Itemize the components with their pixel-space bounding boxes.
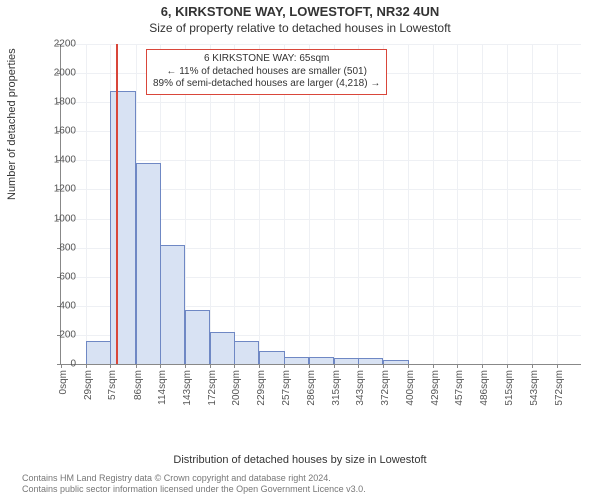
x-tick: [507, 364, 508, 368]
histogram-bar: [358, 358, 383, 364]
y-tick-label: 800: [40, 242, 76, 253]
histogram-bar: [210, 332, 235, 364]
x-tick-label: 372sqm: [380, 370, 391, 410]
x-tick: [136, 364, 137, 368]
x-tick-label: 172sqm: [207, 370, 218, 410]
y-tick-label: 0: [40, 359, 76, 370]
annotation-box: 6 KIRKSTONE WAY: 65sqm ← 11% of detached…: [146, 49, 387, 95]
x-tick-label: 86sqm: [133, 370, 144, 410]
y-tick-label: 1200: [40, 184, 76, 195]
x-tick: [210, 364, 211, 368]
y-tick-label: 400: [40, 300, 76, 311]
gridline-vertical: [532, 44, 533, 364]
x-tick-label: 143sqm: [182, 370, 193, 410]
x-tick: [433, 364, 434, 368]
x-tick-label: 200sqm: [231, 370, 242, 410]
marker-line: [116, 44, 118, 364]
gridline-vertical: [457, 44, 458, 364]
x-tick: [457, 364, 458, 368]
gridline-vertical: [507, 44, 508, 364]
x-tick: [86, 364, 87, 368]
x-tick: [284, 364, 285, 368]
x-tick-label: 229sqm: [256, 370, 267, 410]
gridline-vertical: [86, 44, 87, 364]
x-tick-label: 543sqm: [529, 370, 540, 410]
x-tick: [309, 364, 310, 368]
gridline-vertical: [433, 44, 434, 364]
x-tick-label: 57sqm: [107, 370, 118, 410]
x-tick-label: 29sqm: [83, 370, 94, 410]
x-tick-label: 343sqm: [355, 370, 366, 410]
y-tick-label: 1600: [40, 126, 76, 137]
x-tick-label: 114sqm: [157, 370, 168, 410]
histogram-bar: [234, 341, 259, 364]
x-axis-label: Distribution of detached houses by size …: [0, 454, 600, 466]
chart-area: 6 KIRKSTONE WAY: 65sqm ← 11% of detached…: [60, 44, 580, 384]
x-tick: [482, 364, 483, 368]
x-tick: [334, 364, 335, 368]
y-axis-label: Number of detached properties: [6, 48, 18, 200]
x-tick-label: 286sqm: [306, 370, 317, 410]
x-tick-label: 315sqm: [331, 370, 342, 410]
y-tick-label: 1000: [40, 213, 76, 224]
histogram-bar: [136, 163, 161, 364]
histogram-bar: [185, 310, 210, 364]
histogram-bar: [309, 357, 334, 364]
x-tick: [383, 364, 384, 368]
gridline-vertical: [482, 44, 483, 364]
x-tick-label: 457sqm: [454, 370, 465, 410]
histogram-bar: [160, 245, 185, 364]
footer-line-2: Contains public sector information licen…: [22, 484, 366, 496]
plot-region: 6 KIRKSTONE WAY: 65sqm ← 11% of detached…: [60, 44, 581, 365]
x-tick-label: 0sqm: [58, 370, 69, 410]
histogram-bar: [284, 357, 309, 364]
y-tick-label: 200: [40, 329, 76, 340]
histogram-bar: [86, 341, 111, 364]
x-tick-label: 486sqm: [479, 370, 490, 410]
x-tick: [532, 364, 533, 368]
x-tick: [557, 364, 558, 368]
x-tick: [358, 364, 359, 368]
gridline-horizontal: [61, 44, 581, 45]
y-tick-label: 600: [40, 271, 76, 282]
histogram-bar: [259, 351, 284, 364]
y-tick-label: 1800: [40, 97, 76, 108]
x-tick-label: 572sqm: [554, 370, 565, 410]
footer-line-1: Contains HM Land Registry data © Crown c…: [22, 473, 366, 485]
y-tick-label: 1400: [40, 155, 76, 166]
x-tick-label: 400sqm: [405, 370, 416, 410]
gridline-horizontal: [61, 102, 581, 103]
annotation-line-1: 6 KIRKSTONE WAY: 65sqm: [153, 53, 380, 66]
gridline-vertical: [557, 44, 558, 364]
x-tick-label: 429sqm: [430, 370, 441, 410]
x-tick-label: 257sqm: [281, 370, 292, 410]
gridline-horizontal: [61, 160, 581, 161]
x-tick-label: 515sqm: [504, 370, 515, 410]
y-tick-label: 2200: [40, 39, 76, 50]
x-tick: [110, 364, 111, 368]
y-tick-label: 2000: [40, 68, 76, 79]
histogram-bar: [334, 358, 359, 364]
chart-subtitle: Size of property relative to detached ho…: [0, 19, 600, 37]
gridline-horizontal: [61, 131, 581, 132]
x-tick: [160, 364, 161, 368]
histogram-figure: { "title": "6, KIRKSTONE WAY, LOWESTOFT,…: [0, 0, 600, 500]
histogram-bar: [110, 91, 135, 364]
x-tick: [259, 364, 260, 368]
x-tick: [408, 364, 409, 368]
annotation-line-3: 89% of semi-detached houses are larger (…: [153, 78, 380, 91]
chart-title: 6, KIRKSTONE WAY, LOWESTOFT, NR32 4UN: [0, 0, 600, 19]
x-tick: [234, 364, 235, 368]
footer-attribution: Contains HM Land Registry data © Crown c…: [22, 473, 366, 496]
gridline-vertical: [408, 44, 409, 364]
x-tick: [185, 364, 186, 368]
annotation-line-2: ← 11% of detached houses are smaller (50…: [153, 66, 380, 79]
histogram-bar: [383, 360, 408, 364]
